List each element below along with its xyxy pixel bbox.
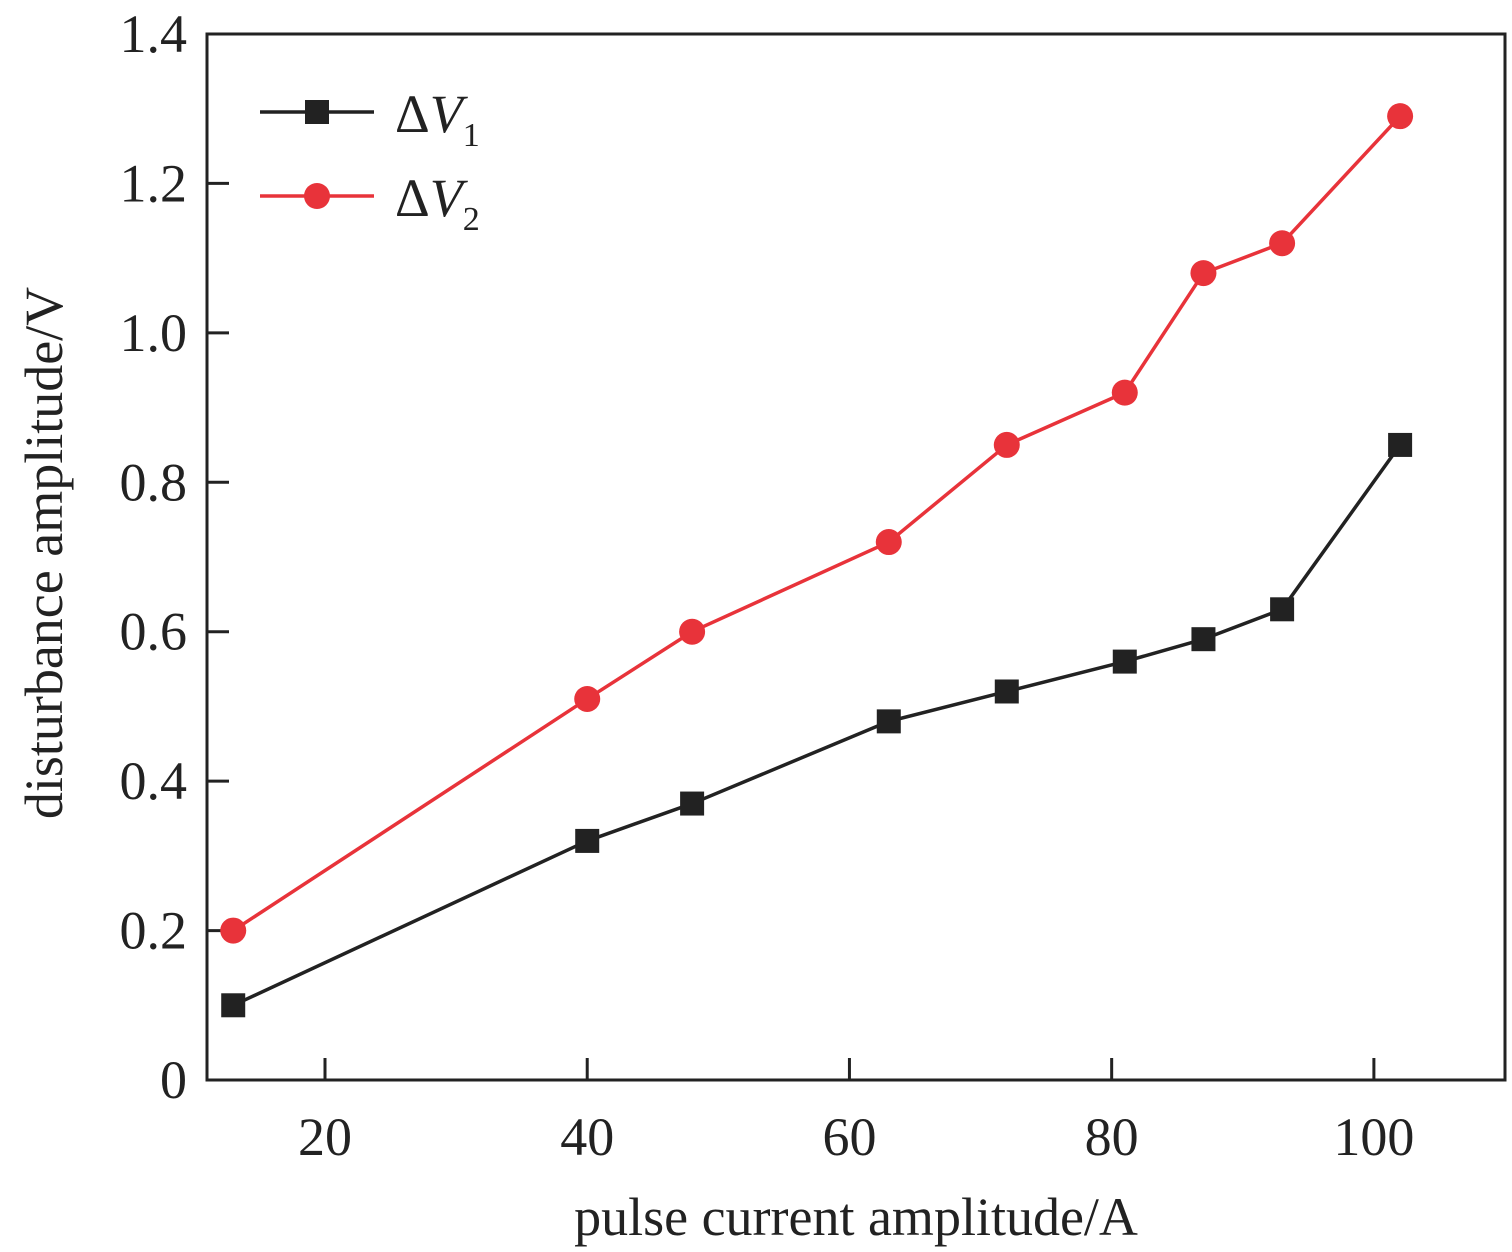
series-layer (220, 103, 1414, 1018)
series-1-line (232, 443, 1402, 1007)
series-1-point (1191, 627, 1216, 652)
y-tick-label: 0.8 (120, 452, 188, 512)
series-1-point (1112, 649, 1137, 674)
series-2-point (574, 685, 601, 712)
series-1-point (221, 993, 246, 1018)
series-1-point (680, 791, 705, 816)
x-tick-label: 80 (1085, 1107, 1139, 1167)
series-1-point (1270, 597, 1295, 622)
series-2-point (993, 431, 1020, 458)
legend-entry-2: ΔV2 (260, 168, 480, 238)
x-axis-title: pulse current amplitude/A (574, 1187, 1138, 1247)
series-2-point (1387, 103, 1414, 130)
y-tick-label: 0 (160, 1050, 187, 1110)
y-tick-label: 0.6 (120, 602, 188, 662)
plot-frame (205, 32, 1507, 1082)
series-1-point (1388, 432, 1413, 457)
x-tick-label: 20 (298, 1107, 352, 1167)
legend-label: ΔV1 (395, 84, 480, 154)
y-tick-label: 0.4 (120, 751, 188, 811)
y-tick-label: 1.4 (120, 4, 188, 64)
series-2-point (1111, 379, 1138, 406)
axes (205, 32, 1507, 1082)
y-tick-label: 1.0 (120, 303, 188, 363)
series-1-point (876, 709, 901, 734)
series-2-point (1190, 260, 1217, 287)
legend-label: ΔV2 (395, 168, 480, 238)
x-tick-label: 40 (560, 1107, 614, 1167)
y-axis-title: disturbance amplitude/V (14, 287, 74, 819)
legend-marker (305, 100, 329, 124)
series-2-line (232, 114, 1402, 933)
y-tick-label: 1.2 (120, 153, 188, 213)
series-2-point (220, 917, 247, 944)
x-tick-label: 100 (1333, 1107, 1414, 1167)
y-tick-label: 0.2 (120, 901, 188, 961)
series-2-point (875, 529, 902, 556)
legend-entry-1: ΔV1 (260, 84, 480, 154)
series-1 (221, 432, 1413, 1018)
series-2-point (679, 618, 706, 645)
x-tick-label: 60 (822, 1107, 876, 1167)
series-2 (220, 103, 1414, 944)
ticks: 20 40 60 80 100 0 0.2 0.4 0.6 0.8 1.0 1.2 1.4 (120, 4, 1415, 1167)
series-2-point (1269, 230, 1296, 257)
legend-marker (304, 183, 330, 209)
series-1-point (575, 828, 600, 853)
series-1-point (994, 679, 1019, 704)
